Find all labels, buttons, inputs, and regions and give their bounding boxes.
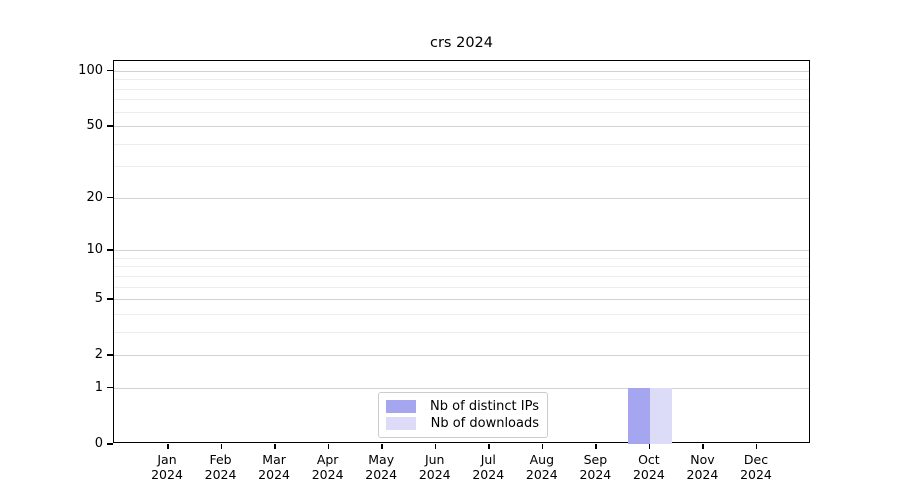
gridline-60 <box>114 111 809 113</box>
x-tick-jan <box>167 444 169 449</box>
gridline-3 <box>114 331 809 333</box>
legend-label-distinct_ips: Nb of distinct IPs <box>430 398 539 414</box>
x-tick-label-may: May 2024 <box>365 452 398 482</box>
x-tick-label-oct: Oct 2024 <box>632 452 665 482</box>
x-tick-label-nov: Nov 2024 <box>686 452 719 482</box>
gridline-70 <box>114 99 809 101</box>
x-tick-dec <box>755 444 758 449</box>
x-tick-label-jan: Jan 2024 <box>151 452 183 482</box>
gridline-20 <box>114 197 809 199</box>
x-tick-label-feb: Feb 2024 <box>204 452 237 482</box>
plot-area <box>113 60 810 444</box>
x-tick-feb <box>220 444 223 449</box>
legend-swatch-downloads <box>386 417 416 430</box>
legend-swatch-distinct_ips <box>386 400 416 413</box>
x-tick-label-dec: Dec 2024 <box>740 452 772 482</box>
x-tick-sep <box>595 444 597 449</box>
gridline-1 <box>114 387 809 389</box>
x-tick-jun <box>434 444 437 449</box>
legend-item-distinct_ips: Nb of distinct IPs <box>386 398 539 415</box>
gridline-8 <box>114 266 809 268</box>
x-tick-label-sep: Sep 2024 <box>579 452 612 482</box>
x-tick-may <box>381 444 383 449</box>
gridline-7 <box>114 275 809 277</box>
y-tick-label-10: 10 <box>86 242 103 258</box>
gridline-80 <box>114 88 809 90</box>
legend-label-downloads: Nb of downloads <box>430 415 539 431</box>
gridline-10 <box>114 250 809 252</box>
gridline-100 <box>114 70 809 72</box>
bar-distinct_ips-oct <box>627 387 650 444</box>
y-tick-0 <box>107 443 113 445</box>
x-tick-aug <box>541 444 544 449</box>
y-tick-2 <box>107 354 113 356</box>
x-tick-label-apr: Apr 2024 <box>311 452 344 482</box>
y-tick-10 <box>107 249 113 251</box>
x-tick-label-jul: Jul 2024 <box>472 452 505 482</box>
y-tick-20 <box>107 196 113 199</box>
gridline-30 <box>114 166 809 168</box>
y-tick-label-100: 100 <box>78 62 103 78</box>
legend: Nb of distinct IPs Nb of downloads <box>378 392 548 438</box>
y-tick-100 <box>107 69 113 72</box>
bar-downloads-oct <box>649 387 672 444</box>
gridline-90 <box>114 79 809 81</box>
gridline-2 <box>114 355 809 357</box>
x-tick-oct <box>648 444 651 449</box>
y-tick-label-5: 5 <box>94 291 103 307</box>
y-tick-1 <box>107 386 113 389</box>
gridline-5 <box>114 299 809 301</box>
gridline-9 <box>114 257 809 259</box>
gridline-4 <box>114 313 809 315</box>
y-tick-label-50: 50 <box>86 118 103 134</box>
y-tick-label-1: 1 <box>94 379 103 395</box>
y-tick-50 <box>107 125 113 127</box>
x-tick-apr <box>327 444 330 449</box>
legend-item-downloads: Nb of downloads <box>386 415 539 432</box>
x-tick-label-aug: Aug 2024 <box>525 452 558 482</box>
x-tick-nov <box>702 444 704 449</box>
y-tick-5 <box>107 298 113 300</box>
x-tick-jul <box>488 444 490 449</box>
y-tick-label-0: 0 <box>94 436 103 451</box>
chart-title: crs 2024 <box>430 35 493 51</box>
x-tick-label-mar: Mar 2024 <box>258 452 290 482</box>
gridline-6 <box>114 286 809 288</box>
y-tick-label-20: 20 <box>86 189 103 205</box>
x-tick-label-jun: Jun 2024 <box>418 452 451 482</box>
gridline-40 <box>114 143 809 145</box>
y-tick-label-2: 2 <box>94 347 103 363</box>
gridline-50 <box>114 126 809 128</box>
x-tick-mar <box>274 444 276 449</box>
